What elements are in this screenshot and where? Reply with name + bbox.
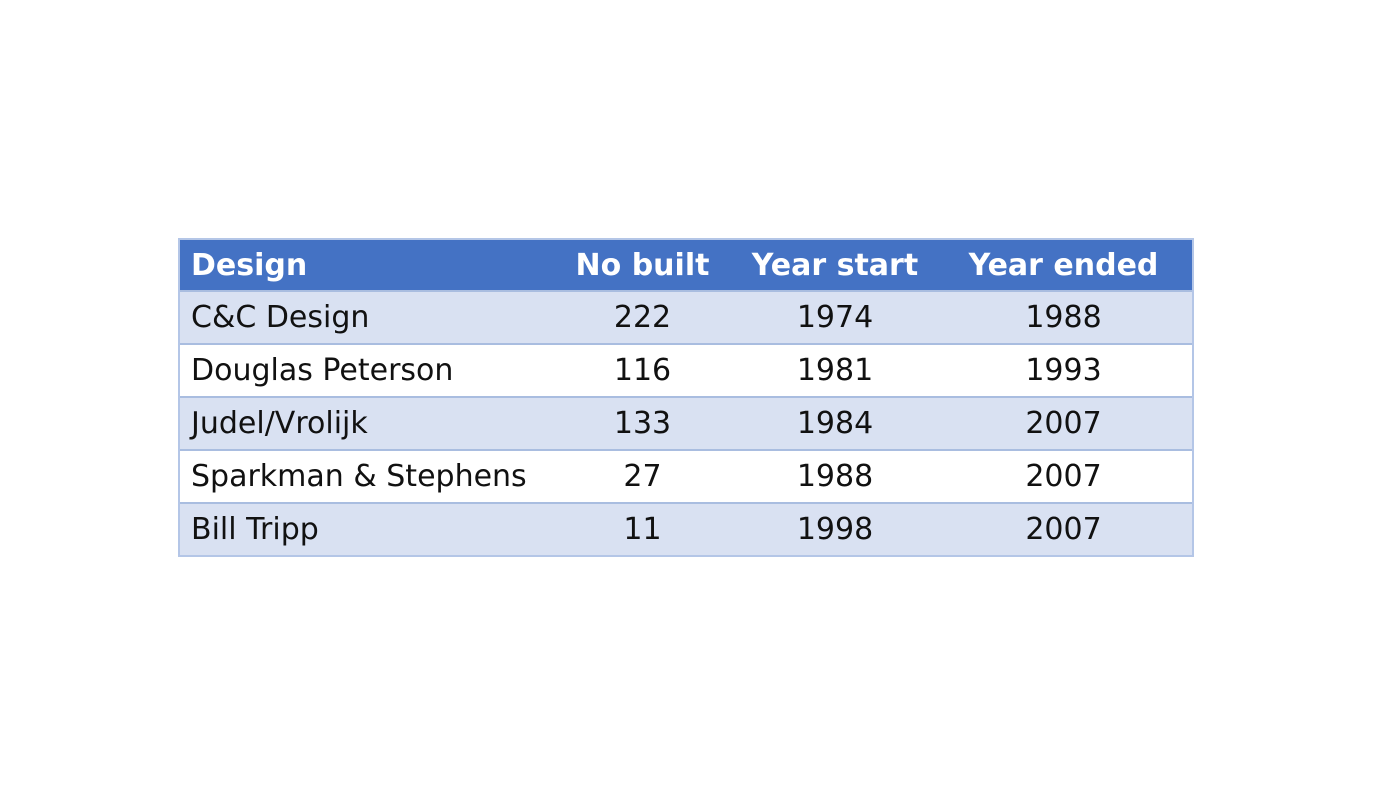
table-row: C&C Design 222 1974 1988 [180, 291, 1192, 344]
cell-year-start: 1988 [796, 459, 874, 494]
cell-year-start: 1981 [796, 353, 874, 388]
table-row: Judel/Vrolijk 133 1984 2007 [180, 397, 1192, 450]
cell-design: Bill Tripp [191, 512, 319, 547]
cell-year-start: 1984 [796, 406, 874, 441]
column-header-year-ended: Year ended [968, 247, 1159, 283]
cell-design: Sparkman & Stephens [191, 459, 527, 494]
column-header-year-start: Year start [751, 247, 919, 283]
cell-no-built: 133 [613, 406, 672, 441]
column-header-no-built: No built [575, 247, 710, 283]
cell-no-built: 222 [613, 300, 672, 335]
cell-year-ended: 2007 [1025, 512, 1102, 547]
cell-year-ended: 1993 [1025, 353, 1102, 388]
cell-design: C&C Design [191, 300, 370, 335]
cell-year-ended: 1988 [1025, 300, 1102, 335]
cell-design: Douglas Peterson [191, 353, 454, 388]
cell-no-built: 11 [623, 512, 662, 547]
cell-no-built: 116 [613, 353, 672, 388]
table-row: Bill Tripp 11 1998 2007 [180, 503, 1192, 555]
table-header-row: Design No built Year start Year ended [180, 240, 1192, 291]
data-table-container: Design No built Year start Year ended C&… [178, 238, 1194, 557]
cell-year-ended: 2007 [1025, 459, 1102, 494]
cell-no-built: 27 [623, 459, 662, 494]
cell-year-ended: 2007 [1025, 406, 1102, 441]
column-header-design: Design [191, 247, 308, 283]
data-table: Design No built Year start Year ended C&… [180, 240, 1192, 555]
table-row: Douglas Peterson 116 1981 1993 [180, 344, 1192, 397]
table-row: Sparkman & Stephens 27 1988 2007 [180, 450, 1192, 503]
cell-design: Judel/Vrolijk [191, 406, 368, 441]
cell-year-start: 1974 [796, 300, 874, 335]
cell-year-start: 1998 [796, 512, 874, 547]
